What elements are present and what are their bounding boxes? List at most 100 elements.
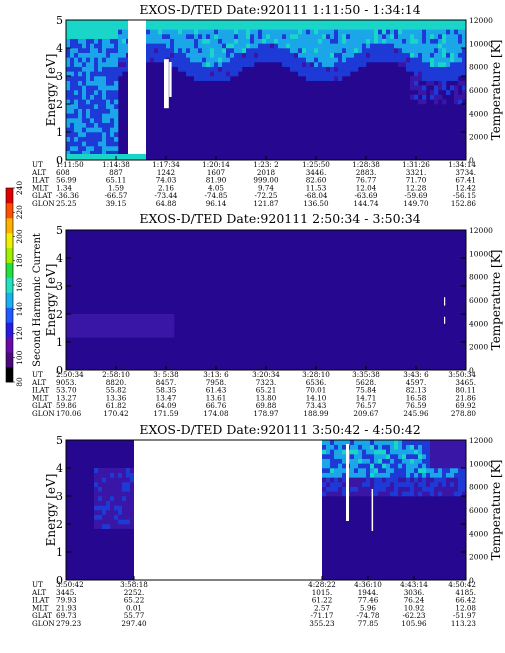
info-cell: 3036. bbox=[404, 588, 425, 597]
heatmap-cell bbox=[98, 76, 103, 81]
heatmap-cell bbox=[358, 454, 363, 459]
heatmap-cell bbox=[330, 440, 335, 445]
heatmap-cell bbox=[210, 52, 215, 58]
heatmap-cell bbox=[418, 90, 423, 95]
heatmap-cell bbox=[370, 24, 375, 30]
heatmap-cell bbox=[90, 48, 95, 53]
heatmap-cell bbox=[426, 444, 431, 450]
heatmap-cell bbox=[442, 62, 447, 67]
heatmap-cell bbox=[102, 62, 107, 67]
heatmap-cell bbox=[394, 482, 399, 487]
heatmap-cell bbox=[462, 85, 467, 91]
heatmap-cell bbox=[78, 122, 83, 128]
heatmap-cell bbox=[70, 136, 75, 142]
panel-3-title: EXOS-D/TED Date:920111 3:50:42 - 4:50:42 bbox=[139, 422, 420, 437]
info-cell: 67.41 bbox=[455, 176, 476, 185]
info-cell: 21.93 bbox=[56, 603, 77, 612]
heatmap-cell bbox=[114, 500, 119, 506]
heatmap-cell bbox=[110, 29, 115, 35]
heatmap-cell bbox=[94, 136, 99, 142]
heatmap-cell bbox=[446, 468, 451, 473]
heatmap-cell bbox=[318, 66, 323, 72]
heatmap-cell bbox=[354, 482, 359, 487]
heatmap-cell bbox=[202, 48, 207, 53]
heatmap-cell bbox=[302, 29, 307, 35]
heatmap-cell bbox=[78, 99, 83, 105]
heatmap-cell bbox=[406, 62, 411, 67]
info-row-label: UT bbox=[32, 160, 43, 169]
heatmap-cell bbox=[310, 52, 315, 58]
panel-1-info-table: UTALTILATMLTGLATGLON1:11:5060856.991.34-… bbox=[31, 156, 476, 208]
heatmap-cell bbox=[438, 48, 443, 53]
heatmap-cell bbox=[346, 43, 351, 49]
heatmap-cell bbox=[114, 519, 119, 525]
heatmap-cell bbox=[126, 472, 131, 478]
heatmap-cell bbox=[78, 104, 83, 109]
heatmap-cell bbox=[442, 85, 447, 91]
heatmap-cell bbox=[342, 24, 347, 30]
heatmap-cell bbox=[378, 458, 383, 464]
heatmap-cell bbox=[366, 43, 371, 49]
heatmap-cell bbox=[450, 38, 455, 44]
heatmap-cell bbox=[306, 71, 311, 77]
heatmap-cell bbox=[114, 122, 119, 128]
heatmap-cell bbox=[286, 48, 291, 53]
heatmap-cell bbox=[358, 29, 363, 35]
heatmap-cell bbox=[110, 323, 115, 329]
heatmap-cell bbox=[422, 24, 427, 30]
heatmap-cell bbox=[290, 24, 295, 30]
heatmap-cell bbox=[70, 99, 75, 105]
heatmap-cell bbox=[86, 136, 91, 142]
heatmap-cell bbox=[214, 34, 219, 39]
heatmap-cell bbox=[394, 458, 399, 464]
heatmap-cell bbox=[438, 62, 443, 67]
heatmap-cell bbox=[78, 66, 83, 72]
heatmap-cell bbox=[130, 486, 135, 492]
heatmap-cell bbox=[462, 463, 467, 469]
heatmap-cell bbox=[438, 20, 443, 25]
heatmap-cell bbox=[458, 38, 463, 44]
heatmap-cell bbox=[110, 48, 115, 53]
heatmap-cell bbox=[146, 34, 151, 39]
heatmap-cell bbox=[218, 48, 223, 53]
heatmap-cell bbox=[70, 71, 75, 77]
heatmap-cell bbox=[94, 104, 99, 109]
heatmap-cell bbox=[386, 463, 391, 469]
heatmap-cell bbox=[106, 66, 111, 72]
heatmap-cell bbox=[250, 62, 255, 67]
heatmap-cell bbox=[346, 62, 351, 67]
heatmap-cell bbox=[462, 34, 467, 39]
heatmap-cell bbox=[434, 482, 439, 487]
info-cell: 6536. bbox=[306, 378, 327, 387]
heatmap-cell bbox=[426, 482, 431, 487]
heatmap-cell bbox=[222, 20, 227, 25]
heatmap-cell bbox=[430, 449, 435, 455]
heatmap-cell bbox=[318, 57, 323, 63]
heatmap-cell bbox=[110, 510, 115, 515]
heatmap-cell bbox=[346, 34, 351, 39]
heatmap-cell bbox=[450, 57, 455, 63]
heatmap-cell bbox=[294, 43, 299, 49]
heatmap-cell bbox=[322, 20, 327, 25]
y-tick-label: 4 bbox=[56, 462, 63, 475]
heatmap-cell bbox=[434, 94, 439, 100]
heatmap-cell bbox=[442, 34, 447, 39]
heatmap-cell bbox=[378, 482, 383, 487]
heatmap-cell bbox=[422, 486, 427, 492]
info-cell: -63.69 bbox=[354, 191, 377, 200]
heatmap-cell bbox=[450, 29, 455, 35]
heatmap-cell bbox=[106, 113, 111, 119]
y2-tick-label: 2000 bbox=[469, 343, 488, 352]
info-cell: 77.46 bbox=[358, 596, 379, 605]
heatmap-cell bbox=[410, 24, 415, 30]
heatmap-cell bbox=[390, 43, 395, 49]
heatmap-cell bbox=[102, 136, 107, 142]
heatmap-cell bbox=[70, 323, 75, 329]
heatmap-cell bbox=[106, 136, 111, 142]
heatmap-cell bbox=[138, 332, 143, 338]
heatmap-cell bbox=[434, 76, 439, 81]
panel-2-heatmap bbox=[66, 230, 466, 370]
heatmap-cell bbox=[94, 519, 99, 525]
heatmap-cell bbox=[462, 38, 467, 44]
